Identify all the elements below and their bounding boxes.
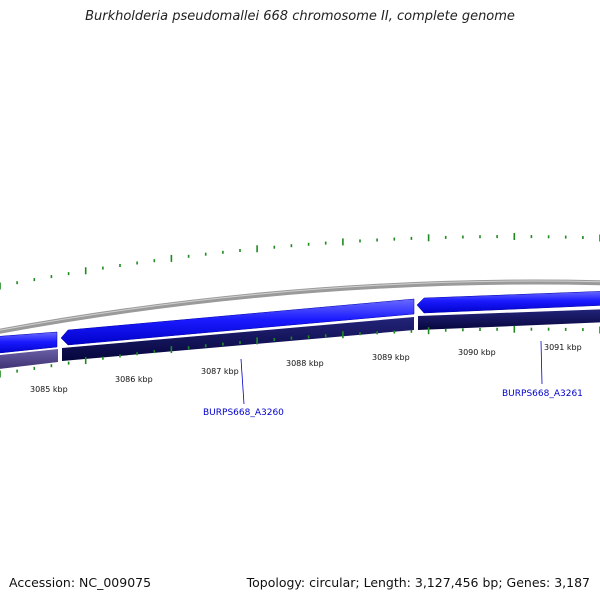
tick-label-3089: 3089 kbp xyxy=(372,353,410,362)
gene-reverse-left xyxy=(0,349,58,369)
backbone-ring xyxy=(0,279,600,334)
gc-content-ticks xyxy=(0,233,600,290)
gene-forward-a3261 xyxy=(416,291,600,314)
inner-ticks xyxy=(0,325,600,378)
accession-text: Accession: NC_009075 xyxy=(9,575,152,590)
gene-label-a3260[interactable]: BURPS668_A3260 xyxy=(203,408,284,418)
gene-reverse-a3261 xyxy=(418,309,600,330)
gene-label-leader-a3260 xyxy=(240,358,245,405)
tick-label-3088: 3088 kbp xyxy=(286,359,324,368)
tick-label-3090: 3090 kbp xyxy=(458,348,496,357)
tick-label-3085: 3085 kbp xyxy=(30,385,68,394)
map-title: Burkholderia pseudomallei 668 chromosome… xyxy=(85,9,515,24)
gene-forward-a3259 xyxy=(0,331,58,354)
tick-label-3087: 3087 kbp xyxy=(201,367,239,376)
gene-forward-a3260 xyxy=(60,298,415,346)
scale-labels: 3085 kbp 3086 kbp 3087 kbp 3088 kbp 3089… xyxy=(30,343,582,394)
tick-label-3091: 3091 kbp xyxy=(544,343,582,352)
tick-label-3086: 3086 kbp xyxy=(115,375,153,384)
gene-label-a3261[interactable]: BURPS668_A3261 xyxy=(502,389,583,399)
gene-label-leader-a3261 xyxy=(540,340,543,385)
gene-reverse-a3260 xyxy=(62,317,414,361)
backbone-ring-highlight xyxy=(0,280,600,331)
genome-summary-text: Topology: circular; Length: 3,127,456 bp… xyxy=(246,575,590,590)
